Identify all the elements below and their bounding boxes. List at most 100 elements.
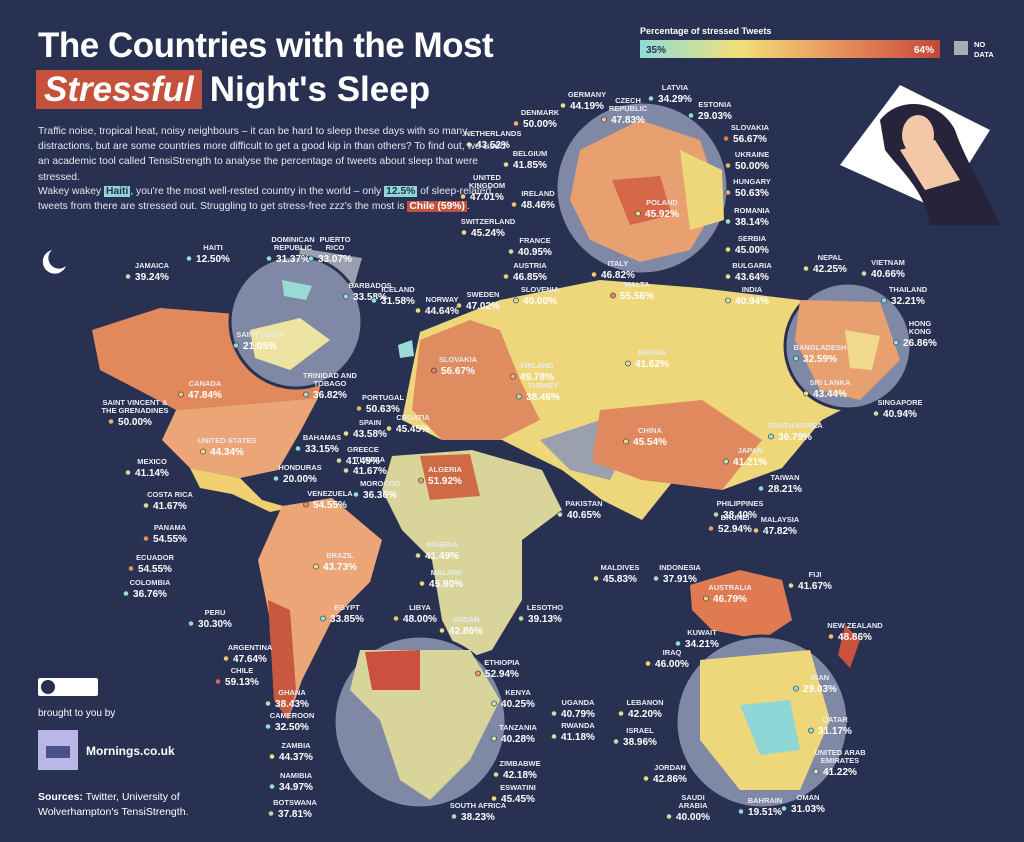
country-name: TAIWAN — [770, 473, 799, 482]
country-value: 31.17% — [818, 726, 852, 737]
country-label: KUWAIT 34.21% — [675, 628, 719, 650]
country-value: 39.24% — [135, 272, 169, 283]
country-label: ICELAND 31.58% — [371, 285, 415, 307]
country-value: 19.51% — [748, 807, 782, 818]
country-label: FINLAND 49.78% — [510, 361, 554, 383]
country-value: 45.24% — [471, 228, 505, 239]
value-swatch — [303, 391, 309, 398]
country-name: VIETNAM — [871, 258, 905, 267]
country-label: CHINA 45.54% — [623, 426, 667, 448]
country-name: ROMANIA — [734, 206, 770, 215]
country-name: DENMARK — [521, 108, 560, 117]
value-swatch — [273, 475, 279, 482]
value-swatch — [738, 808, 744, 815]
country-name: GERMANY — [568, 90, 606, 99]
country-name: BULGARIA — [732, 261, 772, 270]
country-value: 38.96% — [623, 737, 657, 748]
value-swatch — [725, 246, 731, 253]
country-label: ITALY 46.82% — [591, 259, 635, 281]
sleeper-illustration — [840, 85, 1000, 225]
country-value: 41.49% — [425, 551, 459, 562]
legend-no-data-swatch — [954, 41, 968, 55]
country-label: ESWATINI 45.45% — [491, 783, 536, 805]
country-value: 33.85% — [330, 614, 364, 625]
country-name: BAHRAIN — [748, 796, 783, 805]
country-label: HUNGARY 50.63% — [725, 177, 771, 199]
country-label: IRAN 29.03% — [793, 673, 837, 695]
country-label: UKRAINE 50.00% — [725, 150, 769, 172]
country-name: SPAIN — [359, 418, 381, 427]
legend-max-label: 64% — [914, 45, 934, 56]
country-value: 59.13% — [225, 677, 259, 688]
country-label: SWEDEN 47.02% — [456, 290, 500, 312]
value-swatch — [353, 491, 359, 498]
value-swatch — [861, 270, 867, 277]
country-value: 47.82% — [763, 526, 797, 537]
value-swatch — [200, 448, 206, 455]
country-value: 42.86% — [449, 626, 483, 637]
value-swatch — [493, 771, 499, 778]
country-name: CANADA — [189, 379, 222, 388]
country-name: RWANDA — [561, 721, 595, 730]
country-name: SAINT VINCENT & — [102, 398, 168, 407]
country-label: BELGIUM 41.85% — [503, 149, 547, 171]
country-label: ZAMBIA 44.37% — [269, 741, 313, 763]
country-name: HAITI — [203, 243, 223, 252]
value-swatch — [703, 595, 709, 602]
title-line: The Countries with the Most — [38, 26, 494, 65]
value-swatch — [123, 590, 129, 597]
country-value: 42.20% — [628, 709, 662, 720]
description: Traffic noise, tropical heat, noisy neig… — [38, 126, 506, 183]
country-name: NAMIBIA — [280, 771, 313, 780]
country-name: COLOMBIA — [130, 578, 171, 587]
country-label: ECUADOR 54.55% — [128, 553, 175, 575]
country-name: SOUTH AFRICA — [450, 801, 507, 810]
value-swatch — [516, 393, 522, 400]
value-swatch — [295, 445, 301, 452]
value-swatch — [415, 307, 421, 314]
country-value: 45.00% — [735, 245, 769, 256]
value-swatch — [308, 255, 314, 262]
country-label: VIETNAM 40.66% — [861, 258, 905, 280]
country-label: LEBANON 42.20% — [618, 698, 664, 720]
country-value: 26.86% — [903, 338, 937, 349]
value-swatch — [223, 655, 229, 662]
country-name: ZAMBIA — [281, 741, 311, 750]
country-label: HONDURAS 20.00% — [273, 463, 322, 485]
country-name: BARBADOS — [348, 281, 391, 290]
country-label: BANGLADESH 32.59% — [793, 343, 846, 365]
value-swatch — [303, 501, 309, 508]
country-name: MALTA — [624, 280, 650, 289]
country-value: 51.92% — [428, 476, 462, 487]
country-name: AUSTRALIA — [708, 583, 752, 592]
value-swatch — [753, 527, 759, 534]
country-label: MALDIVES 45.83% — [593, 563, 639, 585]
brand-logo — [46, 746, 70, 758]
country-name: PORTUGAL — [362, 393, 405, 402]
country-name: VENEZUELA — [307, 489, 353, 498]
country-value: 31.58% — [381, 296, 415, 307]
value-swatch — [336, 457, 342, 464]
country-value: 33.15% — [305, 444, 339, 455]
country-value: 40.00% — [676, 812, 710, 823]
value-swatch — [233, 342, 239, 349]
country-value: 50.00% — [523, 119, 557, 130]
country-label: UNITED STATES 44.34% — [198, 436, 256, 458]
country-value: 40.28% — [501, 734, 535, 745]
value-swatch — [439, 627, 445, 634]
country-name: THAILAND — [889, 285, 928, 294]
country-name: IRAQ — [663, 648, 682, 657]
country-label: PAKISTAN 40.65% — [557, 499, 603, 521]
highlight: Haiti — [104, 186, 131, 197]
credit: brought to you by — [38, 708, 116, 719]
value-swatch — [551, 710, 557, 717]
country-name: KENYA — [505, 688, 531, 697]
text: , you're the most well-rested country in… — [130, 186, 385, 197]
country-value: 48.46% — [521, 200, 555, 211]
country-name: POLAND — [646, 198, 678, 207]
value-swatch — [591, 271, 597, 278]
country-name: NEPAL — [818, 253, 843, 262]
value-swatch — [456, 302, 462, 309]
country-name: BANGLADESH — [794, 343, 847, 352]
